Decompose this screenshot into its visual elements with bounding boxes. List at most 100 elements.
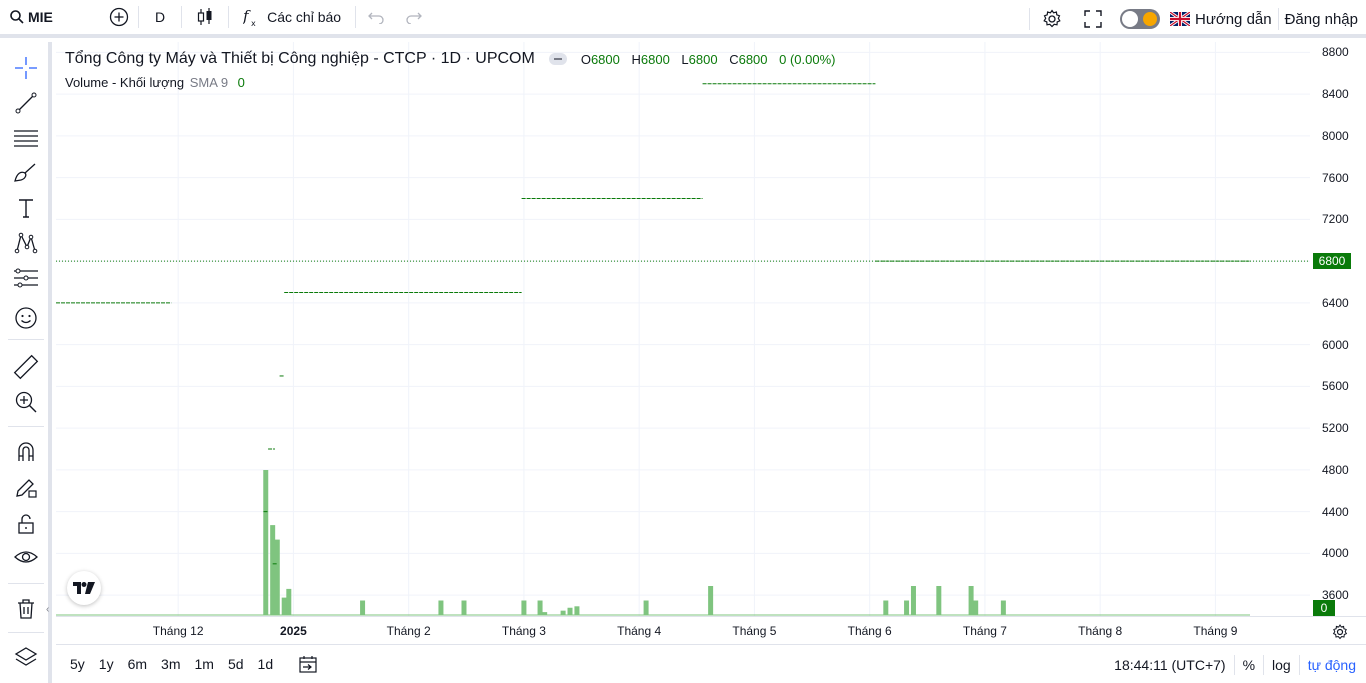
magnet-tool[interactable]: [12, 438, 40, 466]
redo-button[interactable]: [396, 0, 432, 36]
prediction-tool[interactable]: [12, 264, 40, 292]
theme-toggle[interactable]: [1120, 9, 1160, 29]
close-label: C: [729, 51, 739, 67]
volume-bar: [274, 539, 280, 615]
object-tree-tool[interactable]: [12, 643, 40, 671]
guide-button[interactable]: Hướng dẫn: [1168, 0, 1278, 38]
guide-label: Hướng dẫn: [1195, 10, 1272, 28]
range-1d[interactable]: 1d: [257, 656, 274, 672]
symbol-search-button[interactable]: MIE: [0, 0, 100, 36]
svg-text:x: x: [251, 19, 256, 27]
volume-bar: [574, 606, 580, 615]
calendar-arrow-icon: [299, 656, 317, 673]
remove-drawings-tool[interactable]: [12, 595, 40, 623]
volume-bar: [968, 586, 974, 615]
ruler-icon: [13, 354, 39, 380]
time-axis[interactable]: Tháng 12 2025 Tháng 2 Tháng 3 Tháng 4 Tháng 5…: [56, 616, 1366, 644]
volume-bar: [263, 470, 269, 615]
lock-all-tool[interactable]: [12, 510, 40, 538]
time-tick-label: Tháng 2: [386, 624, 431, 638]
toolbar-divider: [355, 6, 357, 28]
drawing-toolbar: [0, 42, 52, 683]
collapse-toolbar-button[interactable]: ‹: [46, 604, 50, 615]
volume-legend: Volume - Khối lượng SMA 9 0: [65, 75, 245, 90]
date-ranges: 5y 1y 6m 3m 1m 5d 1d: [56, 656, 280, 672]
layers-icon: [14, 647, 38, 666]
toolbar-divider: [1233, 654, 1235, 675]
toolbar-divider: [181, 6, 183, 28]
icons-tool[interactable]: [12, 304, 40, 332]
go-to-date-button[interactable]: [280, 654, 318, 674]
undo-button[interactable]: [356, 0, 396, 36]
interval-label: D: [155, 9, 166, 25]
log-toggle[interactable]: log: [1272, 656, 1291, 673]
search-icon: [10, 10, 24, 24]
volume-bar: [537, 600, 543, 615]
ohlc-values: O6800 H6800 L6800 C6800 0 (0.00%): [581, 52, 844, 67]
range-3m[interactable]: 3m: [161, 656, 181, 672]
trend-line-tool[interactable]: [12, 89, 40, 117]
price-tick-label: 5200: [1322, 421, 1349, 436]
volume-bar: [1000, 600, 1006, 615]
range-1m[interactable]: 1m: [194, 656, 214, 672]
range-5d[interactable]: 5d: [227, 656, 244, 672]
range-6m[interactable]: 6m: [127, 656, 148, 672]
high-value: 6800: [640, 51, 670, 67]
toolbar-divider: [1263, 654, 1265, 675]
volume-bar: [973, 600, 979, 615]
price-tick-label: 6000: [1322, 337, 1349, 352]
last-volume-label: 0: [1313, 600, 1335, 616]
auto-scale-toggle[interactable]: tự động: [1307, 656, 1356, 673]
eye-icon: [14, 551, 38, 563]
close-value: 6800: [738, 51, 768, 67]
zoom-tool[interactable]: [12, 388, 40, 416]
volume-bar: [910, 586, 916, 615]
interval-button[interactable]: D: [139, 0, 181, 36]
crosshair-tool[interactable]: [12, 54, 40, 82]
hide-drawings-tool[interactable]: [12, 543, 40, 571]
volume-bar: [270, 525, 276, 615]
tradingview-logo[interactable]: [67, 571, 101, 605]
last-price-label: 6800: [1313, 253, 1351, 270]
price-chart[interactable]: [56, 42, 1310, 616]
compare-button[interactable]: [100, 0, 138, 36]
toolbar-divider: [228, 6, 230, 28]
volume-bar: [904, 600, 910, 615]
pattern-tool[interactable]: [12, 229, 40, 257]
range-1y[interactable]: 1y: [98, 656, 114, 672]
price-tick-label: 8000: [1322, 128, 1349, 143]
high-label: H: [631, 51, 641, 67]
brush-tool[interactable]: [12, 159, 40, 187]
chart-type-button[interactable]: [182, 0, 228, 36]
clock-time[interactable]: 18:44:11 (UTC+7): [1114, 656, 1226, 673]
price-tick-label: 8400: [1322, 87, 1349, 102]
axis-settings-icon[interactable]: [1332, 624, 1348, 640]
login-button[interactable]: Đăng nhập: [1279, 0, 1366, 38]
time-tick-label: Tháng 12: [152, 624, 204, 638]
smile-icon: [15, 307, 37, 329]
fullscreen-button[interactable]: [1074, 0, 1112, 38]
measure-tool[interactable]: [12, 353, 40, 381]
percent-toggle[interactable]: %: [1242, 656, 1256, 673]
volume-bar: [560, 610, 566, 615]
price-tick-label: 4800: [1322, 462, 1349, 477]
price-axis[interactable]: 8800 8400 8000 7600 7200 6800 6400 6000 5600 5200…: [1310, 42, 1366, 616]
volume-bar: [286, 588, 292, 615]
settings-button[interactable]: [1030, 0, 1074, 38]
bottom-toolbar: 5y 1y 6m 3m 1m 5d 1d 18:44:11 (UTC+7) % log tự…: [56, 644, 1366, 683]
hide-series-button[interactable]: [548, 53, 567, 65]
text-tool[interactable]: [12, 194, 40, 222]
text-icon: [19, 199, 33, 218]
fib-tool[interactable]: [12, 124, 40, 152]
range-5y[interactable]: 5y: [70, 656, 85, 672]
change-value: 0 (0.00%): [779, 51, 836, 67]
volume-bar: [360, 600, 366, 615]
lock-drawing-tool[interactable]: [12, 473, 40, 501]
price-tick-label: 6400: [1322, 295, 1349, 310]
toolbar-divider: [8, 632, 44, 633]
price-tick-label: 5600: [1322, 379, 1349, 394]
gear-icon: [1043, 9, 1061, 28]
volume-bar: [542, 612, 548, 615]
